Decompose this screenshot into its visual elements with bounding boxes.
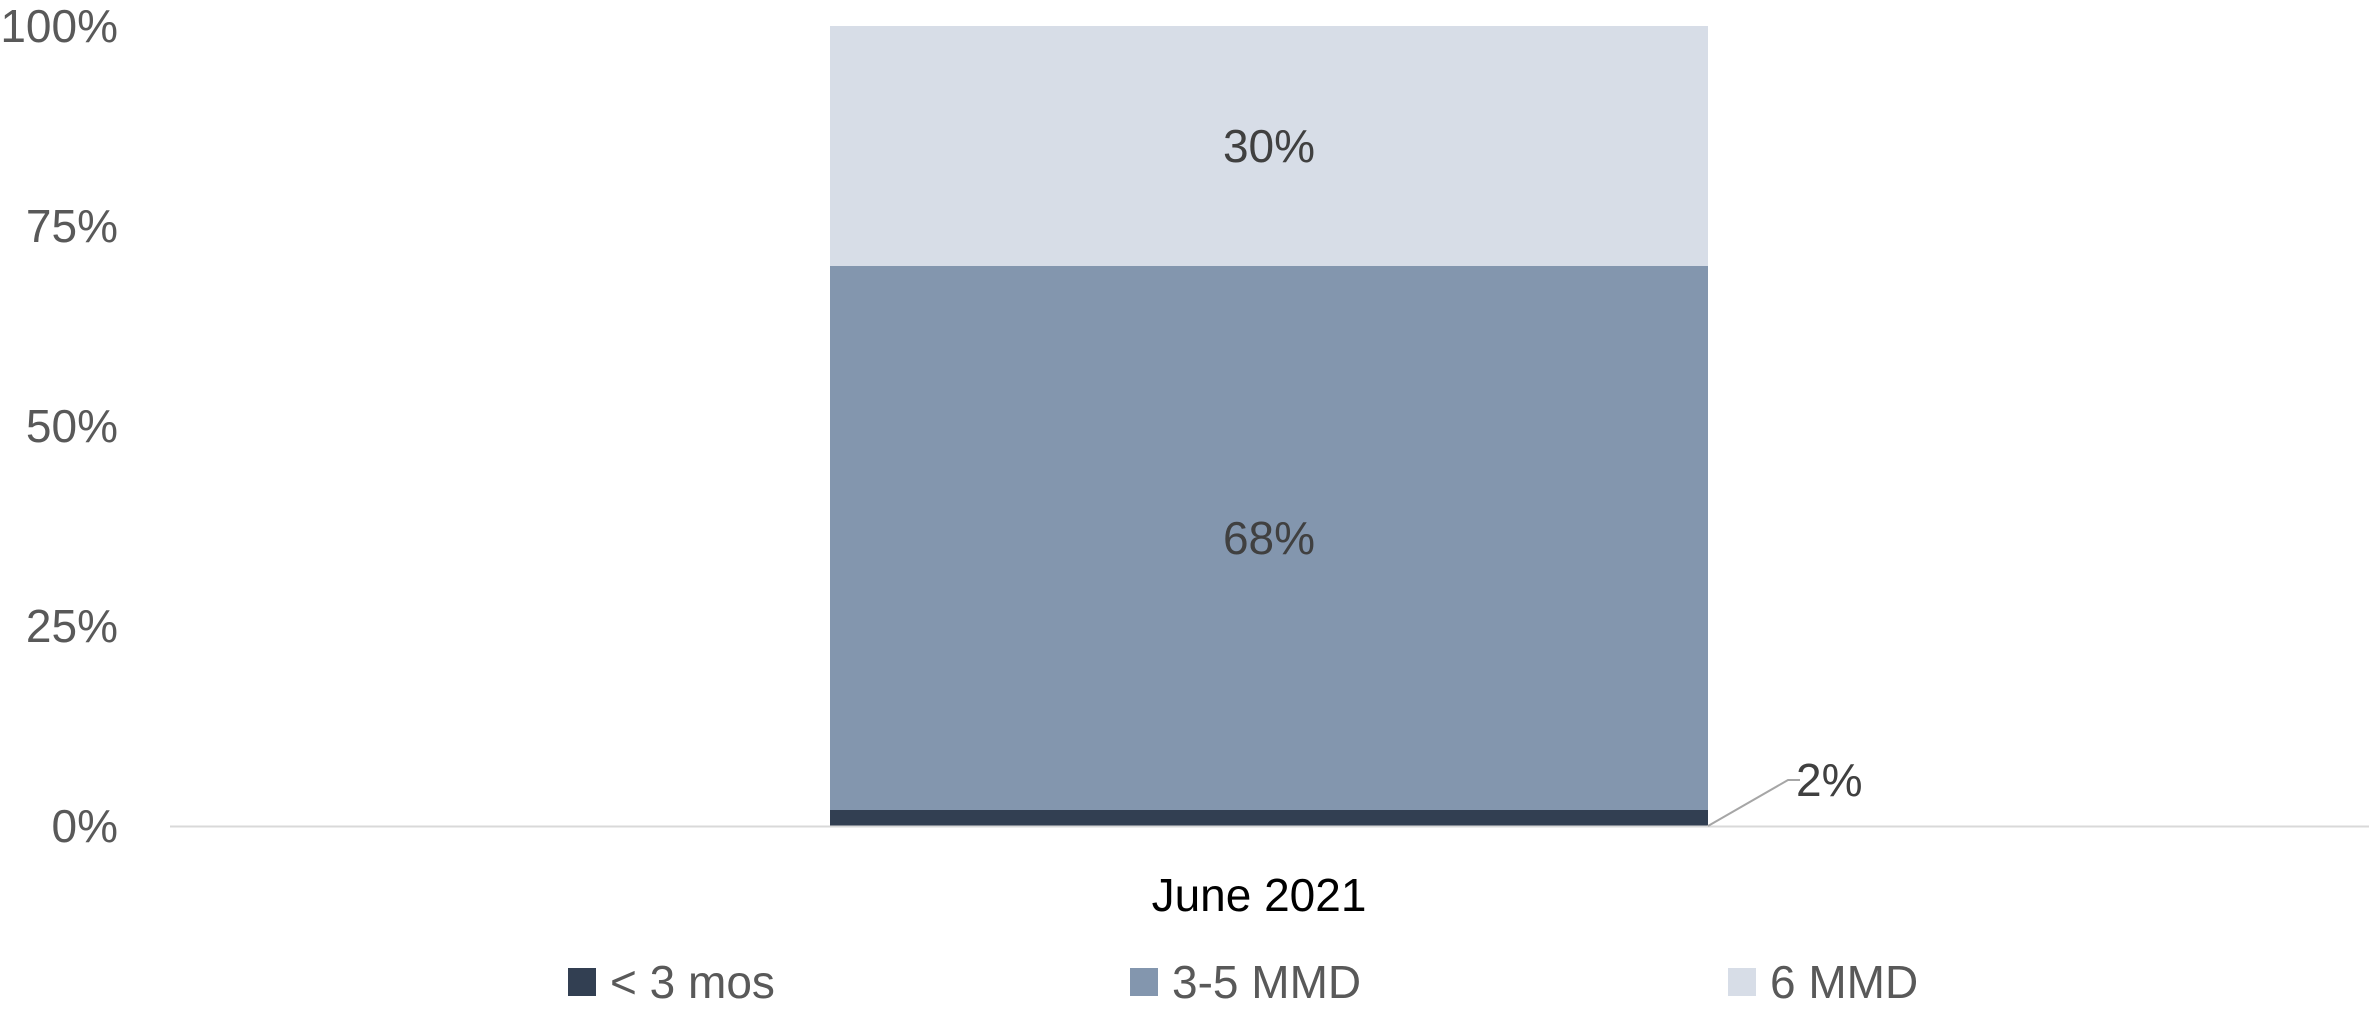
bar-segments (830, 26, 1708, 826)
bar-segment-3-mos (830, 810, 1708, 826)
data-label: 30% (1223, 120, 1315, 172)
data-label-leader-line (1707, 779, 1800, 827)
y-tick-label: 100% (0, 0, 118, 52)
y-axis-tick-labels: 0% 25% 50% 75% 100% (0, 0, 118, 852)
legend-swatch (1130, 968, 1158, 996)
legend-label: 6 MMD (1770, 956, 1918, 1008)
legend-swatch (1728, 968, 1756, 996)
data-labels: 2% 68% 30% (1223, 120, 1862, 827)
x-category-label: June 2021 (1152, 869, 1367, 921)
data-label: 68% (1223, 512, 1315, 564)
bar-segment-6-mmd (830, 26, 1708, 266)
y-tick-label: 75% (26, 200, 118, 252)
bar-segment-3-5-mmd (830, 266, 1708, 810)
data-label: 2% (1796, 754, 1862, 806)
y-tick-label: 0% (52, 800, 118, 852)
y-tick-label: 25% (26, 600, 118, 652)
legend-label: < 3 mos (610, 956, 775, 1008)
y-tick-label: 50% (26, 400, 118, 452)
legend-label: 3-5 MMD (1172, 956, 1361, 1008)
legend: < 3 mos 3-5 MMD 6 MMD (568, 956, 1918, 1008)
category-labels: June 2021 (1152, 869, 1367, 921)
legend-swatch (568, 968, 596, 996)
